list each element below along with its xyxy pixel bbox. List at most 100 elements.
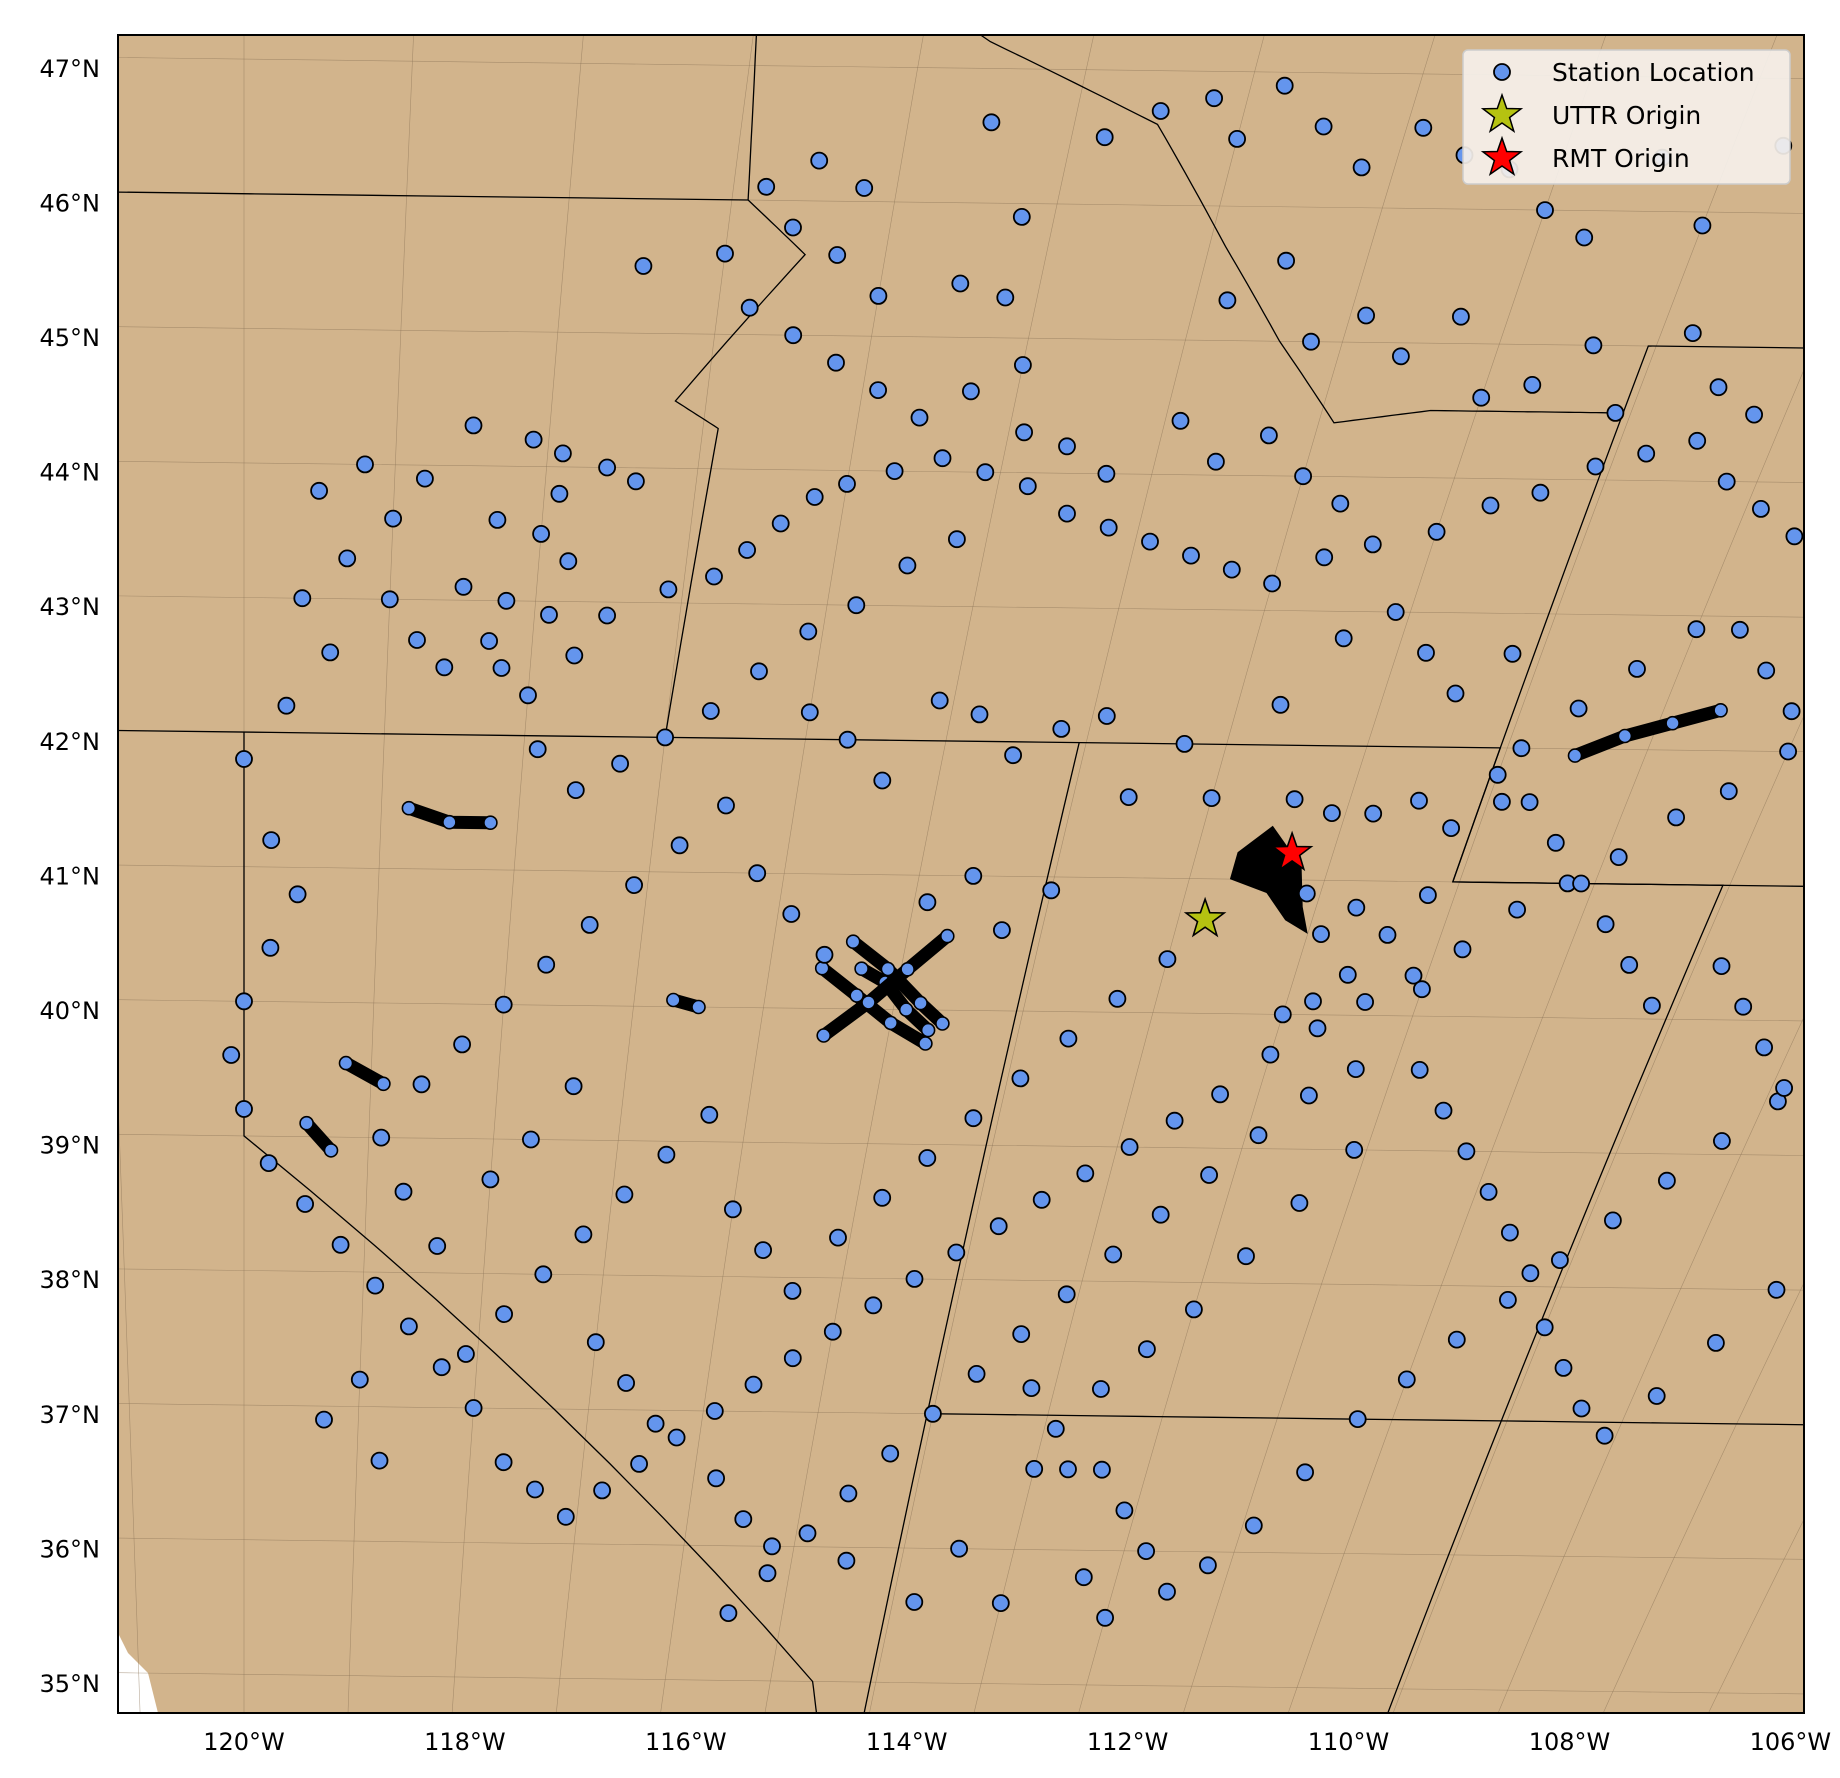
station-point xyxy=(1059,1460,1077,1479)
station-point xyxy=(1397,1370,1416,1389)
lon-tick-label: 110°W xyxy=(1308,1728,1390,1756)
station-point xyxy=(1097,707,1116,725)
dense-station-tracks xyxy=(299,702,1728,1158)
station-point xyxy=(481,1170,500,1189)
station-point xyxy=(1012,1325,1031,1343)
station-point xyxy=(918,893,937,912)
station-point xyxy=(464,416,483,435)
station-point xyxy=(611,754,629,773)
station-point xyxy=(1447,1330,1466,1349)
station-point xyxy=(1222,560,1241,579)
station-track-8 xyxy=(855,962,935,1037)
station-point xyxy=(1104,1245,1123,1264)
station-point xyxy=(967,1365,986,1383)
station-point xyxy=(331,1235,350,1254)
station-point xyxy=(964,867,983,885)
station-point xyxy=(1312,925,1330,943)
station-point xyxy=(829,1228,847,1247)
station-point xyxy=(1046,1419,1065,1438)
station-point xyxy=(1643,996,1661,1015)
lon-tick-label: 112°W xyxy=(1087,1728,1169,1756)
grid-line-lat xyxy=(118,326,1804,349)
station-point xyxy=(559,552,578,571)
station-point xyxy=(1200,1166,1218,1184)
state-border-6 xyxy=(927,1413,1804,1426)
station-point xyxy=(1011,1069,1030,1088)
station-point xyxy=(399,1317,418,1336)
station-point xyxy=(1520,793,1539,811)
station-point xyxy=(951,274,970,293)
station-point xyxy=(1378,926,1397,944)
station-point xyxy=(869,286,888,305)
lat-tick-label: 43°N xyxy=(40,593,101,621)
station-point xyxy=(556,1507,575,1526)
station-point xyxy=(1414,118,1433,137)
station-point xyxy=(1014,356,1032,374)
station-point xyxy=(598,458,616,477)
station-point xyxy=(1363,535,1382,554)
station-point xyxy=(497,591,516,610)
station-point xyxy=(1334,629,1353,648)
station-point xyxy=(800,703,819,722)
grid-line-lat xyxy=(118,1133,1804,1156)
station-point xyxy=(1604,1211,1622,1230)
station-track-10 xyxy=(846,935,949,1030)
station-point xyxy=(261,938,280,957)
station-point xyxy=(883,1015,899,1031)
station-point xyxy=(947,1243,966,1262)
station-point xyxy=(646,1414,665,1433)
station-point xyxy=(1567,748,1583,763)
station-point xyxy=(262,831,281,849)
station-point xyxy=(740,298,759,317)
station-point xyxy=(338,549,357,568)
rmt-origin-star xyxy=(1270,830,1314,872)
station-point xyxy=(415,469,434,488)
grid-line-lat xyxy=(118,999,1804,1022)
station-point xyxy=(1410,791,1428,810)
station-point xyxy=(519,686,537,705)
station-point xyxy=(366,1276,385,1295)
station-point xyxy=(492,659,511,677)
station-point xyxy=(1707,1334,1725,1352)
station-point xyxy=(376,1076,391,1092)
station-point xyxy=(1713,1132,1731,1150)
station-point xyxy=(763,1537,781,1556)
lat-tick-label: 35°N xyxy=(40,1670,101,1698)
station-point xyxy=(494,995,513,1014)
station-point xyxy=(993,921,1011,939)
lat-tick-label: 41°N xyxy=(40,862,101,890)
legend-label: UTTR Origin xyxy=(1552,101,1701,130)
station-point xyxy=(1767,1280,1786,1299)
legend-label: Station Location xyxy=(1552,58,1755,87)
station-point xyxy=(1413,980,1431,999)
station-point xyxy=(1755,1038,1773,1057)
station-point xyxy=(1512,739,1531,758)
station-point xyxy=(869,381,887,400)
station-point xyxy=(691,999,706,1015)
station-point xyxy=(1757,661,1776,680)
grid-line-lon xyxy=(764,35,1095,1713)
station-point xyxy=(1617,728,1633,744)
lat-tick-label: 38°N xyxy=(40,1266,101,1294)
station-point xyxy=(1096,1608,1114,1627)
station-point xyxy=(627,472,645,491)
station-point xyxy=(1356,993,1374,1011)
station-point xyxy=(855,179,874,197)
station-point xyxy=(989,1217,1008,1236)
station-point xyxy=(948,530,966,549)
station-point xyxy=(550,484,569,503)
station-point xyxy=(1032,1190,1051,1209)
lon-tick-labels: 120°W 118°W 116°W 114°W 112°W 110°W 108°W 106°W xyxy=(203,1728,1831,1756)
station-point xyxy=(554,444,572,463)
station-point xyxy=(1076,1164,1095,1183)
station-point xyxy=(707,1469,725,1488)
station-point xyxy=(1446,684,1465,703)
station-point xyxy=(666,992,681,1008)
station-point xyxy=(1501,1223,1519,1242)
station-point xyxy=(1115,1501,1134,1520)
grid-line-lat xyxy=(118,1672,1804,1695)
station-point xyxy=(1572,874,1590,893)
station-point xyxy=(918,1149,937,1167)
